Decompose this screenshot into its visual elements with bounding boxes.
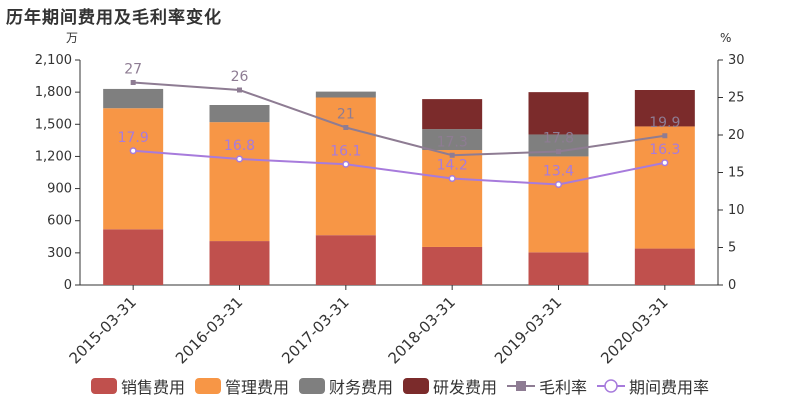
legend-item[interactable]: 毛利率 bbox=[507, 374, 587, 398]
bar-segment bbox=[103, 88, 164, 109]
y-right-tick-label: 25 bbox=[728, 91, 745, 106]
legend-item[interactable]: 研发费用 bbox=[403, 374, 497, 398]
data-label: 14.2 bbox=[437, 158, 468, 174]
bar-segment bbox=[422, 150, 483, 247]
y-left-tick-label: 1,500 bbox=[35, 117, 72, 132]
bar-segment bbox=[422, 246, 483, 285]
x-tick-label: 2017-03-31 bbox=[278, 293, 352, 367]
y-right-tick-label: 15 bbox=[728, 166, 745, 181]
bar-segment bbox=[103, 108, 164, 230]
data-label: 21 bbox=[337, 107, 355, 123]
y-left-tick-label: 1,200 bbox=[35, 149, 72, 164]
point-marker bbox=[556, 149, 561, 154]
bar-segment bbox=[422, 99, 483, 130]
y-left-tick-label: 2,100 bbox=[35, 53, 72, 68]
x-tick-label: 2019-03-31 bbox=[491, 293, 565, 367]
data-label: 19.9 bbox=[649, 115, 680, 131]
y-right-tick-label: 10 bbox=[728, 203, 745, 218]
y-right-tick-label: 30 bbox=[728, 53, 745, 68]
legend-item[interactable]: 期间费用率 bbox=[597, 374, 709, 398]
point-marker bbox=[129, 147, 137, 155]
y-right-unit: % bbox=[720, 31, 731, 45]
bar-segment bbox=[528, 252, 589, 285]
bar-segment bbox=[209, 105, 270, 123]
data-label: 13.4 bbox=[543, 164, 574, 180]
point-marker bbox=[661, 159, 669, 167]
chart-title: 历年期间费用及毛利率变化 bbox=[6, 8, 222, 28]
point-marker bbox=[235, 155, 244, 163]
point-marker bbox=[662, 133, 668, 139]
legend-label: 销售费用 bbox=[120, 378, 185, 397]
legend: 销售费用 管理费用 财务费用 研发费用 毛利率 期间费用率 bbox=[0, 374, 800, 398]
bar-segment bbox=[634, 248, 695, 285]
legend-label: 管理费用 bbox=[224, 378, 289, 397]
point-marker bbox=[448, 174, 456, 183]
point-marker bbox=[237, 87, 242, 93]
y-right-tick-label: 5 bbox=[728, 241, 736, 256]
point-marker bbox=[343, 125, 349, 130]
data-label: 16.1 bbox=[330, 143, 361, 159]
legend-label: 期间费用率 bbox=[629, 378, 710, 397]
bar-segment bbox=[315, 235, 376, 285]
bar-segment bbox=[422, 129, 483, 150]
data-label: 16.3 bbox=[649, 142, 680, 158]
point-marker bbox=[449, 152, 455, 158]
bar-segment bbox=[528, 92, 589, 135]
data-label: 17.3 bbox=[437, 134, 468, 150]
data-label: 27 bbox=[124, 62, 142, 78]
y-left-tick-label: 900 bbox=[47, 182, 72, 197]
bar-segment bbox=[634, 90, 695, 127]
legend-item[interactable]: 财务费用 bbox=[298, 374, 393, 398]
y-left-tick-label: 300 bbox=[47, 246, 72, 261]
legend-label: 研发费用 bbox=[433, 378, 498, 397]
x-tick-label: 2016-03-31 bbox=[172, 293, 246, 367]
legend-line-swatch bbox=[507, 381, 536, 391]
series-line bbox=[133, 149, 666, 186]
data-label: 17.8 bbox=[543, 131, 574, 147]
y-left-tick-label: 0 bbox=[64, 278, 72, 293]
legend-label: 财务费用 bbox=[328, 378, 393, 397]
y-right-tick-label: 0 bbox=[728, 278, 736, 293]
y-left-unit: 万 bbox=[66, 31, 78, 45]
legend-item[interactable]: 销售费用 bbox=[90, 374, 185, 398]
point-marker bbox=[130, 80, 136, 85]
bar-segment bbox=[634, 126, 695, 249]
lines bbox=[129, 80, 669, 189]
legend-swatch bbox=[90, 378, 117, 394]
bar-segment bbox=[103, 229, 164, 285]
data-label: 16.8 bbox=[224, 138, 255, 154]
point-marker bbox=[342, 160, 350, 168]
legend-swatch bbox=[403, 378, 429, 394]
point-marker bbox=[554, 180, 563, 189]
x-tick-label: 2015-03-31 bbox=[66, 293, 140, 367]
legend-swatch bbox=[194, 378, 221, 394]
legend-swatch bbox=[298, 378, 325, 394]
data-label: 26 bbox=[231, 69, 249, 85]
bar-segment bbox=[315, 91, 376, 98]
bar-segment bbox=[528, 156, 589, 253]
data-labels: 27 26 21 17.3 17.8 19.9 17.9 16.8 16.1 14.2 13.4 16… bbox=[118, 62, 681, 180]
bar-segment bbox=[528, 134, 589, 157]
bars bbox=[103, 88, 695, 285]
x-tick-label: 2018-03-31 bbox=[385, 293, 459, 367]
series-line bbox=[133, 81, 665, 157]
bar-segment bbox=[209, 122, 270, 242]
legend-label: 毛利率 bbox=[539, 378, 588, 397]
y-left-tick-label: 600 bbox=[47, 214, 72, 229]
y-left-tick-label: 1,800 bbox=[35, 85, 72, 100]
legend-item[interactable]: 管理费用 bbox=[194, 374, 289, 398]
legend-line-swatch bbox=[597, 379, 626, 393]
bar-segment bbox=[209, 241, 270, 285]
y-right-tick-label: 20 bbox=[728, 128, 745, 143]
x-tick-label: 2020-03-31 bbox=[597, 293, 671, 367]
data-label: 17.9 bbox=[118, 130, 149, 146]
